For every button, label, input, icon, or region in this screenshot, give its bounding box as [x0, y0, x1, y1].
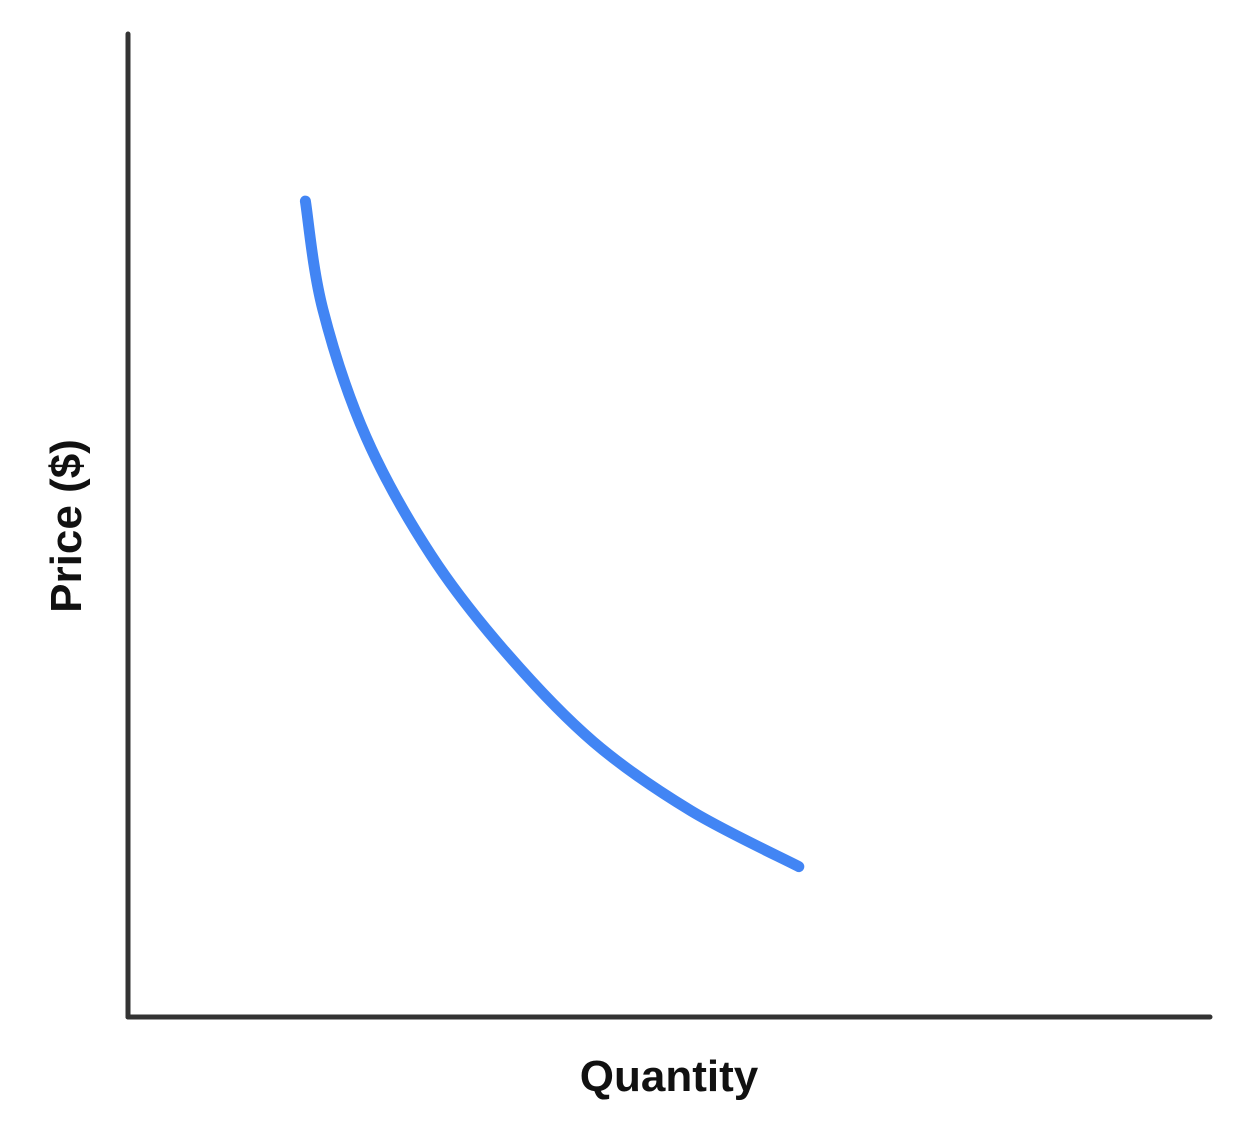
x-axis-title: Quantity — [580, 1052, 759, 1101]
demand-curve-line — [299, 195, 805, 873]
series-layer — [299, 195, 805, 873]
y-axis-title: Price ($) — [42, 439, 91, 613]
